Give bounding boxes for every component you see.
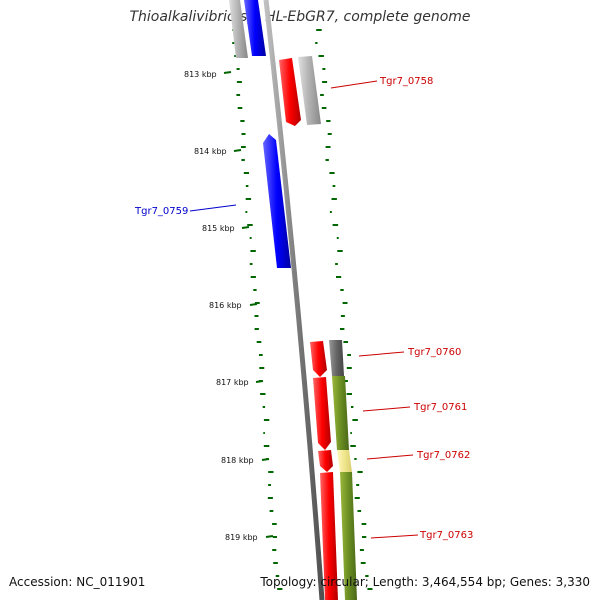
scale-label: 816 kbp (209, 301, 242, 310)
gene-label[interactable]: Tgr7_0763 (419, 530, 473, 541)
scale-ticks (223, 71, 274, 538)
gene-tgr7-0758[interactable] (279, 56, 321, 126)
scale-tick (249, 303, 258, 306)
gene-label[interactable]: Tgr7_0762 (416, 450, 470, 461)
scale-label: 814 kbp (194, 147, 227, 156)
callout-line-tgr7-0758 (330, 80, 378, 89)
gene-tgr7-0759[interactable] (263, 134, 291, 268)
forward-gene-arrow (313, 377, 331, 450)
cog-feature-olive (332, 376, 349, 450)
scale-label: 818 kbp (221, 456, 254, 465)
scale-tick (255, 380, 264, 383)
top-partial-features (229, 0, 266, 58)
cog-feature-dark (329, 340, 344, 376)
accession-text: Accession: NC_011901 (9, 575, 146, 589)
gene-labels: Tgr7_0758 Tgr7_0759 Tgr7_0760 Tgr7_0761 … (134, 76, 473, 541)
scale-tick (241, 226, 250, 229)
genome-backbone (263, 0, 325, 600)
cog-feature-olive (340, 472, 357, 600)
scale-label: 817 kbp (216, 378, 249, 387)
gc-dots-outer (315, 29, 373, 590)
forward-gene-arrow (320, 472, 338, 600)
scale-label: 819 kbp (225, 533, 258, 542)
callout-lines (189, 80, 419, 539)
gene-label[interactable]: Tgr7_0761 (413, 402, 467, 413)
gene-label[interactable]: Tgr7_0759 (134, 206, 188, 217)
gene-tgr7-0762[interactable] (318, 450, 352, 472)
callout-line-tgr7-0760 (358, 351, 405, 357)
genome-stats-text: Topology: circular; Length: 3,464,554 bp… (260, 575, 590, 589)
gene-tgr7-0761[interactable] (313, 376, 349, 450)
callout-line-tgr7-0762 (366, 454, 414, 460)
forward-gene-arrow (310, 341, 327, 377)
scale-tick (265, 535, 274, 538)
gene-label[interactable]: Tgr7_0760 (407, 347, 461, 358)
scale-label: 813 kbp (184, 70, 217, 79)
forward-gene-arrow (318, 450, 333, 472)
forward-gene-arrow (279, 58, 301, 126)
callout-line-tgr7-0763 (370, 534, 419, 539)
gene-tgr7-0763[interactable] (320, 472, 357, 600)
scale-tick (233, 149, 242, 152)
map-title: Thioalkalivibrio sp. HL-EbGR7, complete … (129, 9, 471, 25)
scale-labels: 813 kbp 814 kbp 815 kbp 816 kbp 817 kbp … (184, 70, 258, 542)
pseudo-gene-feature (298, 56, 321, 125)
gc-dots-inner (232, 29, 283, 590)
gene-label[interactable]: Tgr7_0758 (379, 76, 433, 87)
scale-label: 815 kbp (202, 224, 235, 233)
cog-feature-yellow (337, 450, 352, 472)
reverse-gene-feature (244, 0, 266, 56)
scale-tick (261, 458, 270, 461)
gene-tgr7-0760[interactable] (310, 340, 344, 377)
callout-line-tgr7-0761 (362, 406, 411, 412)
scale-tick (223, 71, 232, 74)
callout-line-tgr7-0759 (189, 204, 237, 212)
reverse-gene-arrow (263, 134, 291, 268)
pseudo-gene-feature (229, 0, 248, 58)
